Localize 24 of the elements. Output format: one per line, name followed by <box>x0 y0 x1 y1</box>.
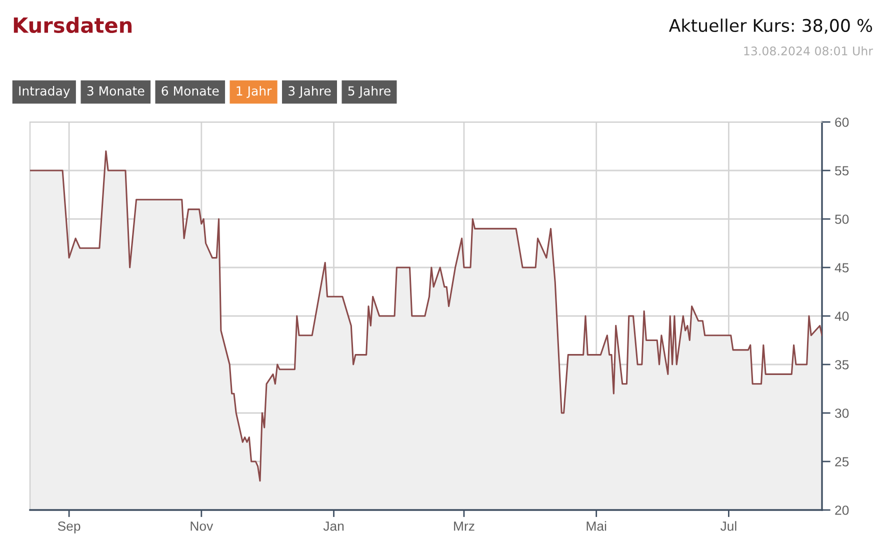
x-tick-label: Jul <box>720 521 736 531</box>
chart-subtitle: Aktueller Kurs: 38,00 % <box>668 18 872 34</box>
y-tick-label: 20 <box>835 506 849 515</box>
text: 3 Jahre <box>288 86 331 98</box>
text: 13.08.2024 08:01 Uhr <box>744 46 873 56</box>
text: 1 Jahr <box>236 86 272 98</box>
x-tick-label: Nov <box>190 522 214 531</box>
text: 3 Monate <box>87 86 144 96</box>
y-tick-label: 30 <box>835 408 849 418</box>
text: Intraday <box>19 86 70 98</box>
x-tick-label: Sep <box>58 521 80 534</box>
y-tick-label: 25 <box>835 457 849 466</box>
text: 5 Jahre <box>348 86 390 98</box>
x-tick-label: Mai <box>586 521 606 531</box>
y-tick-label: 35 <box>835 360 849 370</box>
text: 6 Monate <box>162 86 219 96</box>
y-tick-label: 50 <box>835 214 849 224</box>
y-tick-label: 40 <box>834 312 849 321</box>
y-tick-label: 60 <box>835 118 849 127</box>
chart-title: Kursdaten <box>14 16 132 34</box>
y-tick-label: 55 <box>835 166 849 176</box>
x-tick-label: Jan <box>323 522 344 531</box>
x-tick-label: Mrz <box>454 522 474 531</box>
y-tick-label: 45 <box>834 263 849 272</box>
